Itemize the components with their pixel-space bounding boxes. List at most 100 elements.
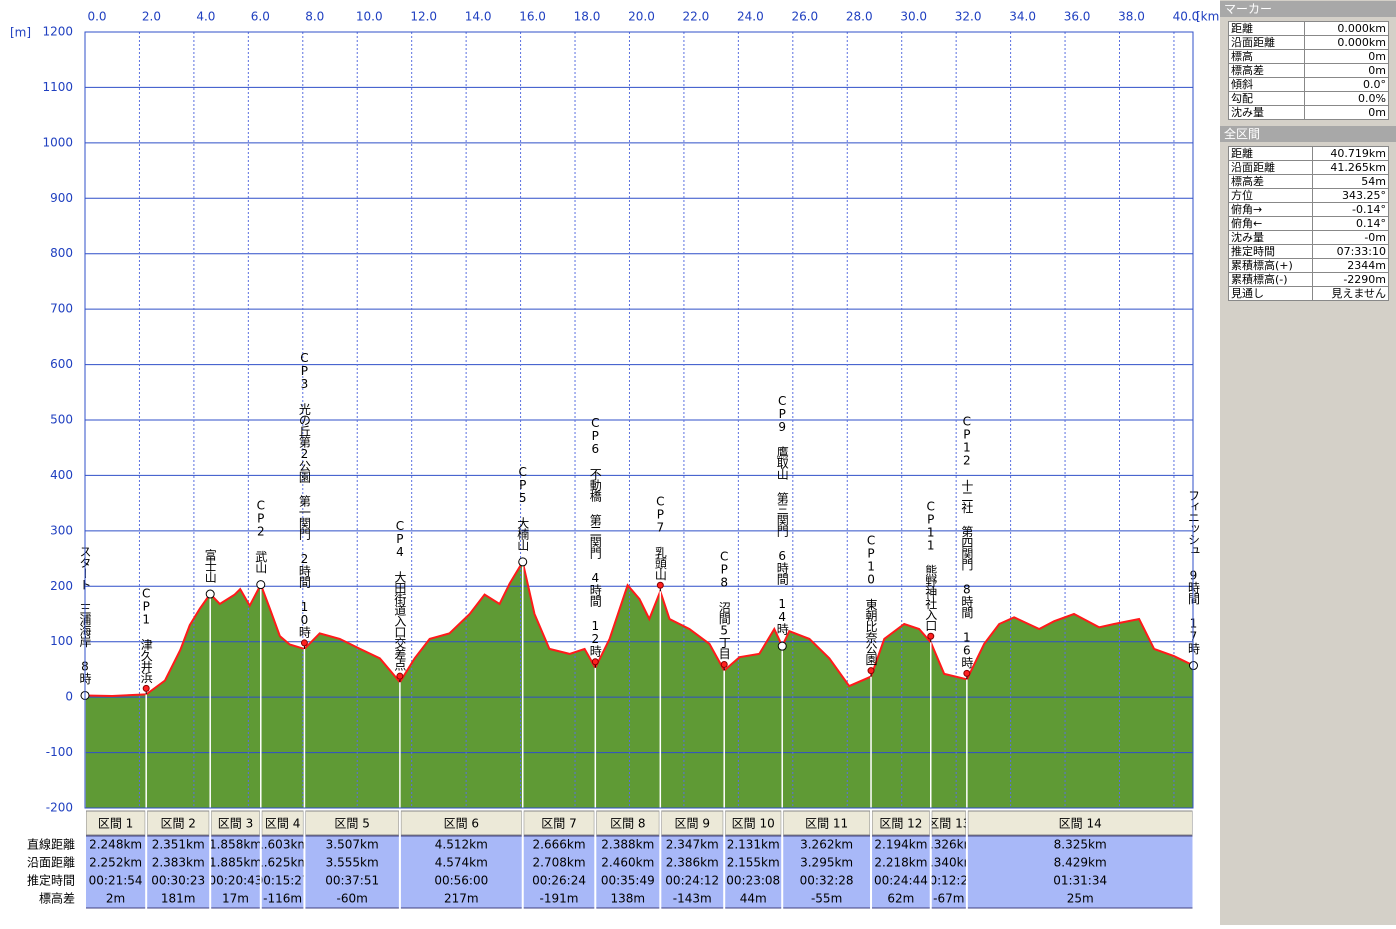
section-cell: 2.351km [152,838,205,852]
section-column: 区間 1 2.248km 2.252km 00:21:54 2m [86,810,146,909]
section-header [967,810,1193,836]
section-cell: 1.885km [209,856,262,870]
panel-key: 方位 [1228,188,1313,203]
section-column: 区間 8 2.388km 2.460km 00:35:49 138m [596,810,660,909]
panel-row: 見通し 見えません [1228,286,1390,301]
section-cell: -116m [263,892,302,906]
panel-row: 標高差 54m [1228,174,1390,189]
x-tick-label: 10.0 [356,10,383,24]
x-tick-label: 28.0 [846,10,873,24]
section-cell: 2.383km [152,856,205,870]
marker [591,658,599,666]
panel-value: 0m [1304,105,1389,120]
panel-key: 沿面距離 [1228,160,1313,175]
section-header [523,810,595,836]
marker-label: CP10 東朝比奈公園 [864,534,878,666]
panel-value: 40.719km [1311,146,1390,161]
section-cells [147,835,210,909]
section-cell: 00:56:00 [434,874,488,888]
section-cell: 2.252km [89,856,142,870]
y-tick-label: 800 [50,246,73,260]
section-cell: 44m [740,892,767,906]
panel-key: 標高 [1227,49,1306,64]
section-name: 区間 4 [265,817,300,831]
panel-row: 標高 0m [1227,49,1389,64]
section-cells [305,835,399,909]
y-tick-label: 700 [50,302,73,316]
section-cell: 2.218km [874,856,927,870]
section-name: 区間 13 [927,817,970,831]
x-tick-label: 32.0 [955,10,982,24]
side-panel: マーカー 距離 0.000km 沿面距離 0.000km 標高 0m 標高差 0m 傾斜 0.0°… [1220,0,1396,925]
section-cell: 2.155km [727,856,780,870]
section-name: 区間 7 [541,817,576,831]
profile-area [85,561,1194,808]
section-cells [783,835,871,909]
section-cell: 2.666km [533,838,586,852]
y-tick-label: 600 [50,357,73,371]
section-header [931,810,966,836]
row-label: 沿面距離 [27,856,75,870]
section-cell: 17m [222,892,249,906]
section-cell: 2.460km [601,856,654,870]
section-cell: 00:24:12 [665,874,719,888]
section-column: 区間 10 2.131km 2.155km 00:23:08 44m [725,810,782,909]
section-cell: 25m [1067,892,1094,906]
marker [777,641,787,651]
section-cell: 138m [611,892,646,906]
panel-value: 0.000km [1304,35,1389,50]
panel-key: 傾斜 [1227,77,1306,92]
panel-row: 沈み量 0m [1227,105,1389,120]
x-tick-label: 34.0 [1009,10,1036,24]
y-tick-label: 900 [50,191,73,205]
marker-label: CP4 大田街道入口交差点 [393,519,407,671]
panel-value: 343.25° [1311,188,1390,203]
section-cell: 00:35:49 [601,874,655,888]
section-cell: 1.326km [922,838,975,852]
section-cells [211,835,260,909]
section-header [147,810,210,836]
panel-key: 標高差 [1228,174,1313,189]
panel-value: 0.0% [1304,91,1389,106]
section-column: 区間 13 1.326km 1.340km 00:12:27 -67m [922,810,975,909]
section-cell: 1.340km [922,856,975,870]
section-cell: 181m [161,892,196,906]
panel-row: 標高差 0m [1227,63,1389,78]
section-cell: -67m [933,892,964,906]
section-cell: 00:24:44 [874,874,928,888]
total-table: 距離 40.719km 沿面距離 41.265km 標高差 54m 方位 343.25° 俯角→… [1228,146,1390,301]
y-tick-label: 300 [50,523,73,537]
x-tick-label: 8.0 [305,10,324,24]
section-name: 区間 3 [218,817,253,831]
panel-row: 距離 40.719km [1228,146,1390,161]
panel-key: 推定時間 [1228,244,1313,259]
x-tick-label: 6.0 [251,10,270,24]
section-column: 区間 4 1.603km 1.625km 00:15:27 -116m [256,810,310,909]
section-cells [725,835,782,909]
section-cell: 00:15:27 [256,874,310,888]
panel-row: 沿面距離 41.265km [1228,160,1390,175]
section-name: 区間 12 [879,817,922,831]
section-column: 区間 11 3.262km 3.295km 00:32:28 -55m [783,810,871,909]
section-cell: 2.194km [874,838,927,852]
panel-header: 全区間 [1220,126,1396,142]
panel-key: 距離 [1228,146,1313,161]
marker [867,667,875,675]
marker [720,661,728,669]
y-tick-label: 1200 [42,25,73,39]
section-header [261,810,304,836]
section-column: 区間 6 4.512km 4.574km 00:56:00 217m [400,810,522,909]
y-tick-label: -100 [46,745,73,759]
x-tick-label: 20.0 [628,10,655,24]
panel-row: 累積標高(+) 2344m [1228,258,1390,273]
section-cell: 3.295km [800,856,853,870]
row-label: 標高差 [39,891,75,906]
panel-value: -0.14° [1311,202,1390,217]
section-cell: -143m [673,892,712,906]
y-tick-label: 1100 [42,80,73,94]
section-name: 区間 9 [675,817,710,831]
x-tick-label: 18.0 [574,10,601,24]
panel-key: 俯角← [1228,216,1313,231]
section-cell: 00:30:23 [151,874,205,888]
panel-value: 0m [1304,63,1389,78]
